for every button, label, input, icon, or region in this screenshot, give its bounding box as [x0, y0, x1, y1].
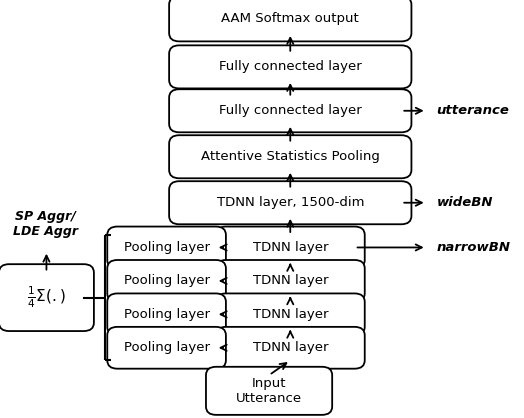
- Text: Pooling layer: Pooling layer: [124, 341, 210, 354]
- FancyBboxPatch shape: [169, 46, 411, 89]
- Text: $\frac{1}{4}\Sigma(.)$: $\frac{1}{4}\Sigma(.)$: [27, 285, 66, 311]
- FancyBboxPatch shape: [169, 181, 411, 224]
- Text: Input
Utterance: Input Utterance: [236, 377, 302, 405]
- FancyBboxPatch shape: [216, 327, 365, 369]
- Text: Fully connected layer: Fully connected layer: [219, 104, 362, 117]
- Text: Attentive Statistics Pooling: Attentive Statistics Pooling: [201, 150, 380, 163]
- Text: SP Aggr/
LDE Aggr: SP Aggr/ LDE Aggr: [13, 210, 78, 238]
- Text: TDNN layer: TDNN layer: [253, 241, 328, 254]
- Text: utterance: utterance: [436, 104, 509, 117]
- FancyBboxPatch shape: [216, 227, 365, 268]
- FancyBboxPatch shape: [169, 135, 411, 178]
- Text: narrowBN: narrowBN: [436, 241, 511, 254]
- FancyBboxPatch shape: [0, 264, 94, 331]
- Text: TDNN layer: TDNN layer: [253, 274, 328, 288]
- Text: Fully connected layer: Fully connected layer: [219, 60, 362, 74]
- FancyBboxPatch shape: [216, 293, 365, 335]
- Text: Pooling layer: Pooling layer: [124, 241, 210, 254]
- Text: wideBN: wideBN: [436, 196, 493, 209]
- FancyBboxPatch shape: [107, 293, 226, 335]
- FancyBboxPatch shape: [169, 0, 411, 41]
- FancyBboxPatch shape: [107, 227, 226, 268]
- FancyBboxPatch shape: [107, 260, 226, 302]
- Text: TDNN layer: TDNN layer: [253, 308, 328, 321]
- Text: TDNN layer: TDNN layer: [253, 341, 328, 354]
- Text: AAM Softmax output: AAM Softmax output: [222, 12, 359, 25]
- FancyBboxPatch shape: [216, 260, 365, 302]
- FancyBboxPatch shape: [169, 89, 411, 133]
- Text: Pooling layer: Pooling layer: [124, 274, 210, 288]
- Text: TDNN layer, 1500-dim: TDNN layer, 1500-dim: [216, 196, 364, 209]
- Text: Pooling layer: Pooling layer: [124, 308, 210, 321]
- FancyBboxPatch shape: [206, 367, 332, 415]
- FancyBboxPatch shape: [107, 327, 226, 369]
